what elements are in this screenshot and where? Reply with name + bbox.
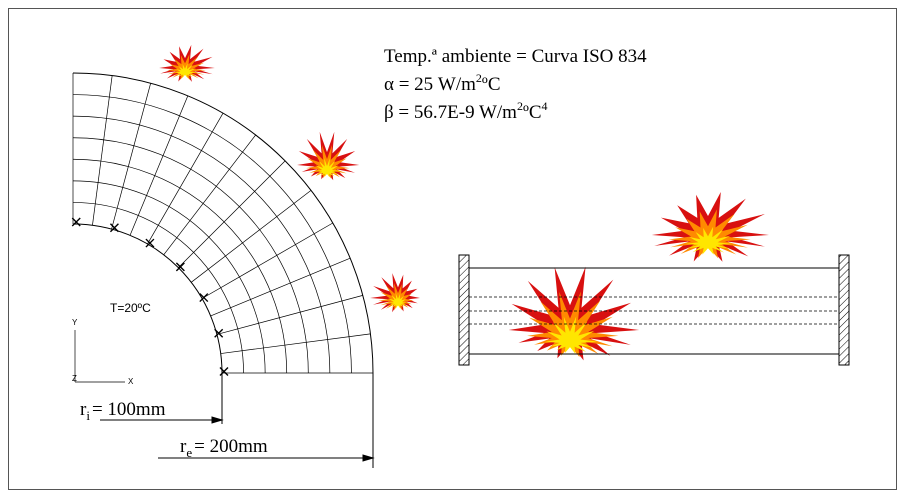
node-cross <box>71 217 81 227</box>
flame <box>527 291 619 358</box>
flame <box>545 316 598 354</box>
axis-z: Z <box>72 374 77 383</box>
beta-sup: 2 <box>517 99 523 113</box>
mesh <box>71 72 374 376</box>
mesh-radial <box>210 257 351 317</box>
node-cross <box>109 223 119 233</box>
beta-prefix: β = 56.7E-9 W/m <box>384 102 517 123</box>
mesh-radial <box>163 134 256 256</box>
re-symbol: r <box>180 436 187 457</box>
mesh-radial <box>190 190 312 283</box>
mesh-radial <box>147 113 224 245</box>
ri-value: = 100mm <box>92 399 166 420</box>
flame <box>685 226 733 255</box>
node-cross <box>219 366 229 376</box>
flame <box>174 63 197 79</box>
mesh-radial <box>220 333 371 354</box>
axis-x: X <box>128 377 134 386</box>
beta-mid: ºC <box>523 102 542 123</box>
beta-sup2: 4 <box>542 99 548 113</box>
mesh-radial <box>92 75 113 226</box>
mesh-radial <box>216 295 363 335</box>
ri-sub: i <box>86 408 90 423</box>
alpha-prefix: α = 25 W/m <box>384 74 476 95</box>
re-label: re = 200mm <box>180 436 268 460</box>
axis-y: Y <box>72 318 78 327</box>
ri-label: ri = 100mm <box>80 399 166 423</box>
beam <box>458 254 850 366</box>
beta-label: β = 56.7E-9 W/m2ºC4 <box>384 99 548 123</box>
alpha-label: α = 25 W/m2ºC <box>384 71 501 95</box>
dimensions <box>100 373 375 468</box>
flames <box>159 44 769 361</box>
flame <box>315 157 340 178</box>
mesh-radial <box>178 160 286 268</box>
flame <box>378 283 414 311</box>
node-cross <box>175 262 185 272</box>
node-cross <box>199 293 209 303</box>
mesh-radial <box>111 83 151 230</box>
alpha-sup: 2 <box>476 71 482 85</box>
ambient-label: Temp.ª ambiente = Curva ISO 834 <box>384 46 647 67</box>
re-sub: e <box>186 445 192 460</box>
mesh-radial <box>201 222 333 299</box>
flame <box>386 293 407 309</box>
alpha-suffix: ºC <box>482 74 501 95</box>
axis-triad <box>74 330 125 383</box>
flame <box>306 144 350 179</box>
mesh-radial <box>129 95 189 236</box>
node-cross <box>214 328 224 338</box>
inner-temperature: T=20ºC <box>110 301 151 315</box>
re-value: = 200mm <box>194 436 268 457</box>
ri-symbol: r <box>80 399 87 420</box>
node-cross <box>145 238 155 248</box>
